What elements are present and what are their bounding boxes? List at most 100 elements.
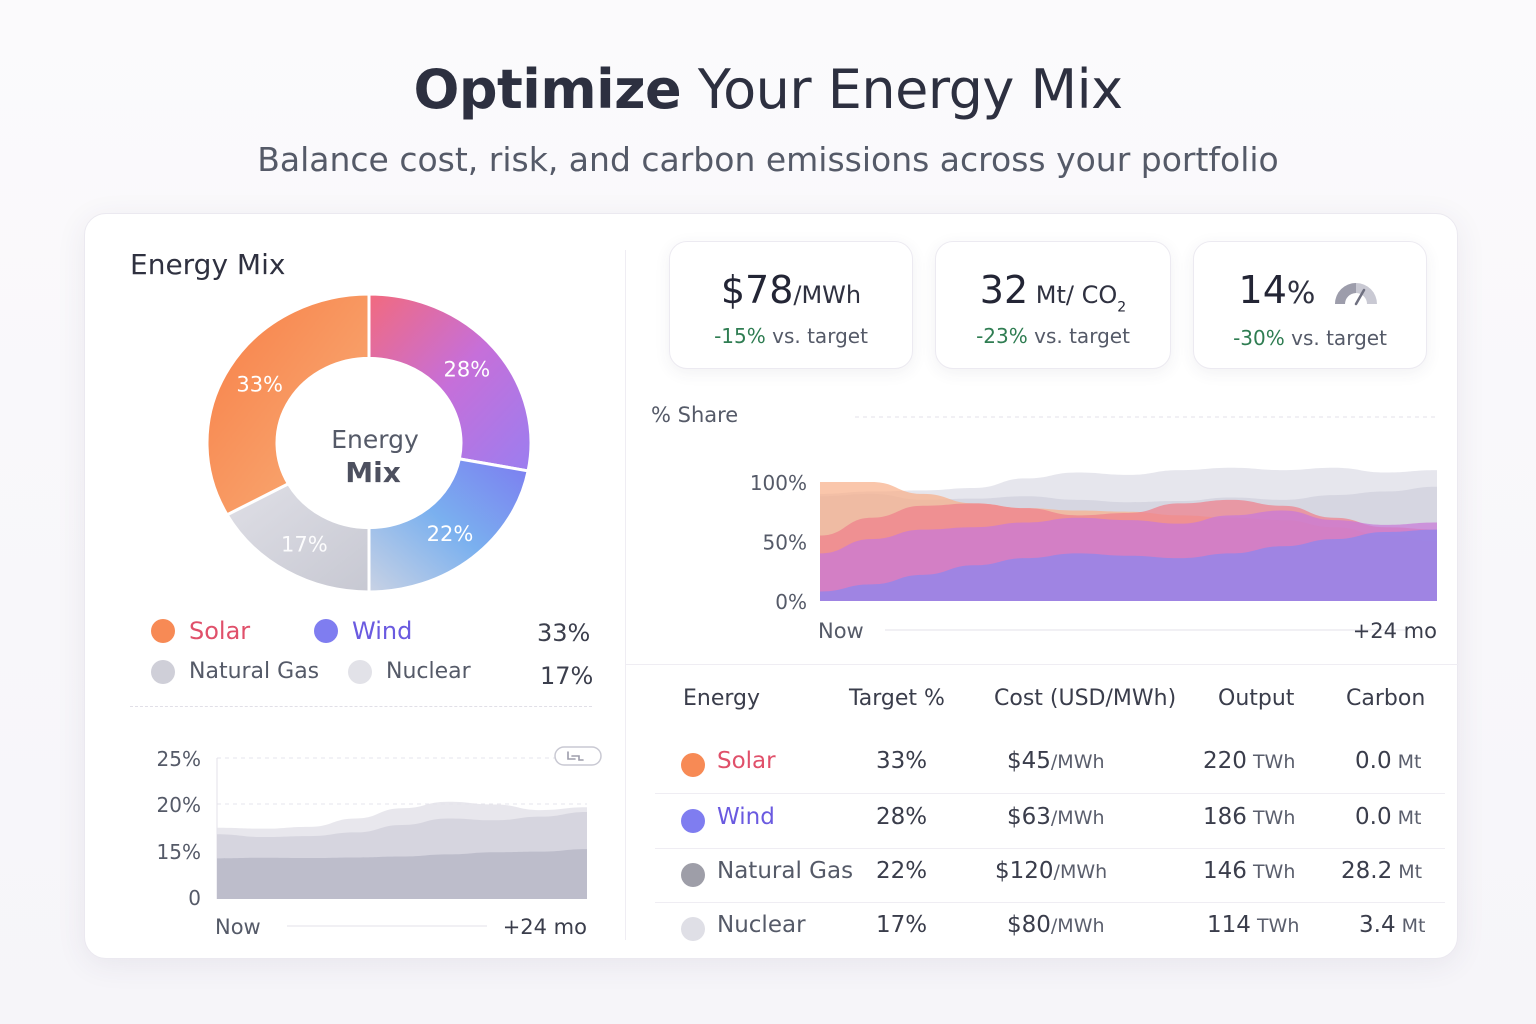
share-chart-xstart: Now xyxy=(818,619,864,643)
legend-item-solar: Solar xyxy=(151,617,250,645)
table-header-target: Target % xyxy=(849,686,945,711)
kpi-risk-unit: % xyxy=(1286,276,1316,311)
row-cost: $45/MWh xyxy=(1007,748,1105,774)
table-header-output: Output xyxy=(1218,686,1295,711)
legend-label-nuclear: Nuclear xyxy=(386,659,471,684)
legend-pct-bottom: 17% xyxy=(540,662,594,690)
donut-center-label-line1: Energy xyxy=(331,425,419,454)
row-name: Natural Gas xyxy=(717,858,854,884)
row-cost-value: $63 xyxy=(1007,804,1051,830)
left-panel-divider xyxy=(130,706,592,707)
legend-label-solar: Solar xyxy=(189,617,251,645)
row-name: Solar xyxy=(717,748,776,774)
row-output-value: 186 xyxy=(1203,804,1247,830)
energy-mix-title: Energy Mix xyxy=(130,248,286,281)
donut-label-natural-gas: 22% xyxy=(427,522,474,546)
donut-slice-wind xyxy=(367,294,531,473)
row-carbon: 0.0 Mt xyxy=(1355,748,1421,774)
small-chart-ytick: 20% xyxy=(157,793,201,817)
row-output: 114 TWh xyxy=(1207,912,1299,938)
row-cost-unit: /MWh xyxy=(1050,807,1105,829)
page-subtitle: Balance cost, risk, and carbon emissions… xyxy=(257,140,1279,179)
table-row[interactable]: Nuclear 17% $80/MWh 114 TWh 3.4 Mt xyxy=(655,900,1445,954)
row-carbon-value: 3.4 xyxy=(1359,912,1396,938)
row-output-value: 114 xyxy=(1207,912,1251,938)
row-target: 33% xyxy=(876,748,928,774)
legend-dot-natural-gas xyxy=(151,659,175,684)
legend-item-wind: Wind xyxy=(314,617,412,645)
row-cost: $80/MWh xyxy=(1007,912,1105,938)
small-chart-xstart: Now xyxy=(215,915,261,939)
legend-item-nuclear: Nuclear xyxy=(348,659,471,684)
row-carbon: 0.0 Mt xyxy=(1355,804,1421,830)
row-target: 17% xyxy=(876,912,928,938)
donut-label-wind: 28% xyxy=(444,358,491,382)
row-output-unit: TWh xyxy=(1246,807,1296,829)
table-header-carbon: Carbon xyxy=(1346,686,1426,711)
row-output-unit: TWh xyxy=(1246,751,1296,773)
row-carbon-unit: Mt xyxy=(1392,861,1423,883)
row-dot-solar xyxy=(681,753,705,777)
share-chart-ytick: 0% xyxy=(775,590,807,614)
row-dot-wind xyxy=(681,809,705,833)
kpi-carbon-unit-sub: 2 xyxy=(1117,299,1127,316)
table-row[interactable]: Solar 33% $45/MWh 220 TWh 0.0 Mt xyxy=(655,736,1445,790)
kpi-cost-delta: -15% xyxy=(714,324,766,348)
donut-slice-natural-gas xyxy=(367,457,530,592)
row-cost-unit: /MWh xyxy=(1053,861,1108,883)
kpi-carbon-value-line: 32 Mt/ CO2 xyxy=(936,268,1170,316)
row-target: 28% xyxy=(876,804,928,830)
energy-mix-donut-chart: 28% 22% 17% 33% Energy Mix xyxy=(207,294,531,592)
legend-item-natural-gas: Natural Gas xyxy=(151,659,319,684)
legend-pct-top: 33% xyxy=(537,619,591,647)
kpi-risk-delta: -30% xyxy=(1233,326,1285,350)
chart-toggle-icon[interactable] xyxy=(554,746,602,766)
table-row[interactable]: Natural Gas 22% $120/MWh 146 TWh 28.2 Mt xyxy=(655,846,1445,900)
small-chart-ytick: 15% xyxy=(157,840,201,864)
table-row[interactable]: Wind 28% $63/MWh 186 TWh 0.0 Mt xyxy=(655,792,1445,846)
row-output: 146 TWh xyxy=(1203,858,1295,884)
row-divider xyxy=(655,793,1445,794)
kpi-risk-delta-text: vs. target xyxy=(1284,326,1387,350)
share-chart-ytick: 100% xyxy=(750,471,807,495)
row-target: 22% xyxy=(876,858,928,884)
legend-label-natural-gas: Natural Gas xyxy=(189,659,320,684)
small-area-series-2 xyxy=(217,849,587,899)
gauge-icon xyxy=(1335,282,1378,305)
donut-label-solar: 33% xyxy=(236,373,283,397)
kpi-carbon-unit: Mt/ CO xyxy=(1028,281,1118,309)
small-chart-xend: +24 mo xyxy=(503,915,587,939)
row-output-unit: TWh xyxy=(1246,861,1296,883)
legend-dot-solar xyxy=(151,619,175,643)
small-chart-svg: 25% 20% 15% 0 Now +24 mo xyxy=(157,746,602,939)
row-carbon-unit: Mt xyxy=(1391,751,1422,773)
kpi-carbon-delta-line: -23% vs. target xyxy=(936,324,1170,348)
row-cost: $120/MWh xyxy=(995,858,1107,884)
row-dot-natural-gas xyxy=(681,863,705,887)
dashboard-card: Energy Mix 28% 22% 17% 33% Energy Mix xyxy=(84,213,1459,959)
share-chart-svg: % Share 100% 50% 0% Now +24 mo xyxy=(651,403,1437,643)
page-title: Optimize Your Energy Mix xyxy=(0,58,1536,121)
vertical-divider xyxy=(625,250,626,940)
donut-label-nuclear: 17% xyxy=(281,533,328,557)
kpi-risk-value: 14 xyxy=(1238,268,1287,312)
small-chart-ytick: 25% xyxy=(157,747,201,771)
row-carbon: 3.4 Mt xyxy=(1359,912,1425,938)
table-header-cost: Cost (USD/MWh) xyxy=(994,686,1177,711)
row-cost-unit: /MWh xyxy=(1050,915,1105,937)
kpi-risk-delta-line: -30% vs. target xyxy=(1194,326,1426,350)
donut-slice-solar xyxy=(207,294,371,517)
table-header-energy: Energy xyxy=(683,686,761,711)
row-cost-value: $80 xyxy=(1007,912,1051,938)
row-name: Wind xyxy=(717,804,775,830)
kpi-card-risk: 14% -30% vs. target xyxy=(1193,241,1427,369)
row-dot-nuclear xyxy=(681,917,705,941)
row-carbon: 28.2 Mt xyxy=(1341,858,1422,884)
row-carbon-value: 0.0 xyxy=(1355,748,1392,774)
kpi-carbon-delta-text: vs. target xyxy=(1027,324,1130,348)
row-cost-unit: /MWh xyxy=(1050,751,1105,773)
kpi-cost-value-line: $78/MWh xyxy=(670,268,912,312)
share-chart-ytick: 50% xyxy=(763,531,807,555)
share-area-chart: % Share 100% 50% 0% Now +24 mo xyxy=(651,394,1437,649)
share-area-series-5 xyxy=(820,529,1437,601)
